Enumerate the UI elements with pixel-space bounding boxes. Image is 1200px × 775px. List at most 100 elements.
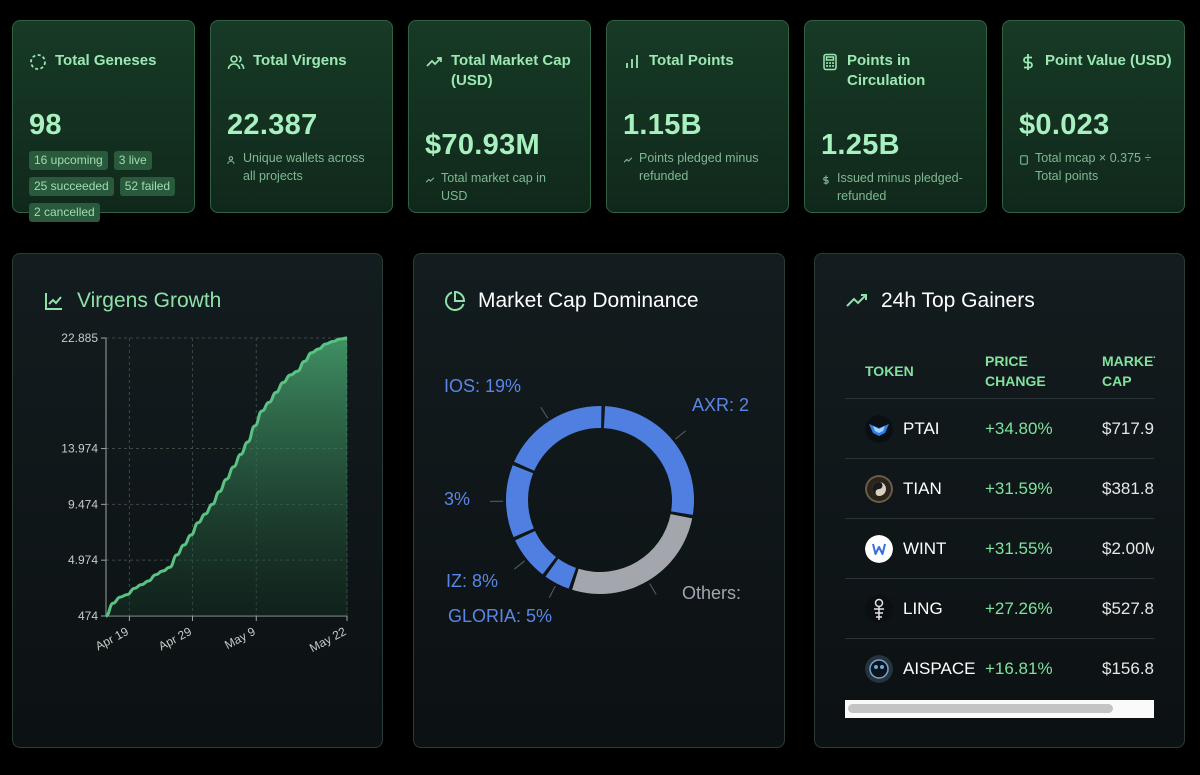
token-symbol: LING	[903, 599, 943, 618]
table-row[interactable]: WINT +31.55% $2.00M	[845, 518, 1154, 578]
panel-title: 24h Top Gainers	[845, 289, 1035, 313]
growth-line	[105, 336, 348, 618]
y-tick-label: 4.974	[68, 553, 98, 567]
trending-up-icon	[425, 177, 435, 183]
donut-label: IZ: 8%	[446, 571, 498, 591]
panel-title-text: 24h Top Gainers	[881, 289, 1035, 312]
stat-card-total-points: Total Points 1.15B Points pledged minus …	[606, 20, 789, 213]
price-change: +31.59%	[985, 479, 1053, 498]
table-row[interactable]: AISPACE +16.81% $156.8	[845, 638, 1154, 698]
wint-logo-icon	[865, 535, 893, 563]
token-symbol: AISPACE	[903, 659, 976, 678]
stat-title: Points in Circulation	[847, 52, 926, 89]
donut-chart: AXR: 2 Others: GLORIA: 5% IZ: 8% 3% IOS: 19%	[444, 376, 749, 626]
token-symbol: WINT	[903, 539, 947, 558]
stat-description: Points pledged minus refunded	[623, 149, 770, 185]
donut-slice-others[interactable]	[572, 514, 693, 594]
stat-card-total-market-cap: Total Market Cap (USD) $70.93M Total mar…	[408, 20, 591, 213]
panel-title-text: Virgens Growth	[77, 289, 222, 312]
y-tick-label: 9.474	[68, 497, 98, 511]
panel-title-text: Market Cap Dominance	[478, 289, 699, 312]
column-header-market-cap-line2[interactable]: CAP	[1102, 373, 1132, 389]
stat-title: Total Geneses	[55, 52, 157, 69]
donut-slice-gloria[interactable]	[545, 558, 577, 589]
panel-title: Virgens Growth	[43, 289, 221, 313]
stat-description-text: Total market cap in USD	[441, 171, 546, 203]
x-tick-label: May 9	[222, 624, 258, 652]
token-symbol: TIAN	[903, 479, 942, 498]
x-tick-label: Apr 19	[93, 624, 131, 653]
y-tick-label: 474	[78, 609, 98, 623]
top-gainers-panel: 24h Top Gainers TOKEN PRICE CHANGE MARKE…	[814, 253, 1185, 748]
stat-value: 1.25B	[821, 129, 900, 161]
stat-value: 98	[29, 109, 62, 141]
price-change: +31.55%	[985, 539, 1053, 558]
virgens-growth-panel: Virgens Growth 22.885 13.974 9.474 4.974 474…	[12, 253, 383, 748]
table-row[interactable]: TIAN +31.59% $381.8	[845, 458, 1154, 518]
table-row[interactable]: LING +27.26% $527.8	[845, 578, 1154, 638]
market-cap: $2.00M	[1102, 539, 1154, 558]
y-tick-label: 22.885	[61, 331, 98, 345]
price-change: +16.81%	[985, 659, 1053, 678]
stat-description: Issued minus pledged-refunded	[821, 169, 968, 205]
calculator-icon	[1020, 155, 1028, 165]
stat-title: Total Virgens	[253, 52, 347, 69]
market-cap: $717.9	[1102, 419, 1154, 438]
dashed-circle-icon	[30, 54, 46, 70]
y-tick-label: 13.974	[61, 442, 98, 456]
stat-description-text: Issued minus pledged-refunded	[837, 171, 963, 203]
column-header-price-change-line2[interactable]: CHANGE	[985, 373, 1046, 389]
badge-succeeded: 25 succeeded	[29, 177, 114, 196]
table-row[interactable]: PTAI +34.80% $717.9	[845, 398, 1154, 458]
stat-value: 22.387	[227, 109, 318, 141]
ling-logo-icon	[865, 595, 893, 623]
ptai-logo-icon	[865, 415, 893, 443]
x-tick-label: Apr 29	[156, 624, 194, 653]
stat-description: Total mcap × 0.375 ÷ Total points	[1019, 149, 1166, 185]
column-header-token[interactable]: TOKEN	[865, 363, 914, 379]
donut-slice-unknown[interactable]	[506, 465, 534, 538]
stat-title: Point Value (USD)	[1045, 52, 1172, 69]
stat-description: Total market cap in USD	[425, 169, 572, 205]
trending-up-icon	[623, 157, 633, 163]
stat-card-points-in-circulation: Points in Circulation 1.25B Issued minus…	[804, 20, 987, 213]
x-tick-label: May 22	[307, 624, 349, 655]
donut-leader-line	[649, 583, 657, 595]
scrollbar-thumb[interactable]	[848, 704, 1113, 713]
dollar-icon	[823, 175, 829, 185]
trending-up-icon	[846, 294, 867, 307]
market-cap-dominance-panel: Market Cap Dominance AXR: 2 Others: GLORI…	[413, 253, 785, 748]
horizontal-scrollbar[interactable]	[845, 700, 1154, 718]
column-header-market-cap-line1[interactable]: MARKET	[1102, 353, 1155, 369]
panel-title: Market Cap Dominance	[444, 289, 699, 313]
badge-failed: 52 failed	[119, 177, 176, 196]
market-cap: $156.8	[1102, 659, 1154, 678]
donut-label: IOS: 19%	[444, 376, 521, 396]
donut-slice-biz[interactable]	[515, 530, 557, 575]
donut-label: GLORIA: 5%	[448, 606, 552, 626]
donut-leader-line	[675, 430, 686, 440]
stat-description-text: Points pledged minus refunded	[639, 151, 759, 183]
dollar-icon	[1023, 54, 1033, 70]
stat-title: Total Points	[649, 52, 734, 69]
stat-title: Total Market Cap (USD)	[451, 52, 571, 89]
tian-logo-icon	[865, 475, 893, 503]
donut-leader-line	[514, 560, 525, 570]
donut-slice-axr[interactable]	[603, 406, 694, 515]
donut-label: Others:	[682, 583, 741, 603]
stat-value: 1.15B	[623, 109, 702, 141]
column-header-price-change-line1[interactable]: PRICE	[985, 353, 1028, 369]
donut-label: 3%	[444, 489, 470, 509]
stat-card-total-geneses: Total Geneses 98 16 upcoming 3 live 25 s…	[12, 20, 195, 222]
stat-value: $0.023	[1019, 109, 1110, 141]
stat-card-total-virgens: Total Virgens 22.387 Unique wallets acro…	[210, 20, 393, 213]
trending-up-icon	[426, 57, 442, 67]
stat-value: $70.93M	[425, 129, 540, 161]
stat-description-text: Total mcap × 0.375 ÷ Total points	[1035, 151, 1152, 183]
aispace-logo-icon	[865, 655, 893, 683]
market-cap: $527.8	[1102, 599, 1154, 618]
donut-slice-ios[interactable]	[514, 406, 602, 471]
status-badges: 16 upcoming 3 live 25 succeeded 52 faile…	[29, 151, 189, 222]
line-chart-icon	[45, 293, 62, 310]
